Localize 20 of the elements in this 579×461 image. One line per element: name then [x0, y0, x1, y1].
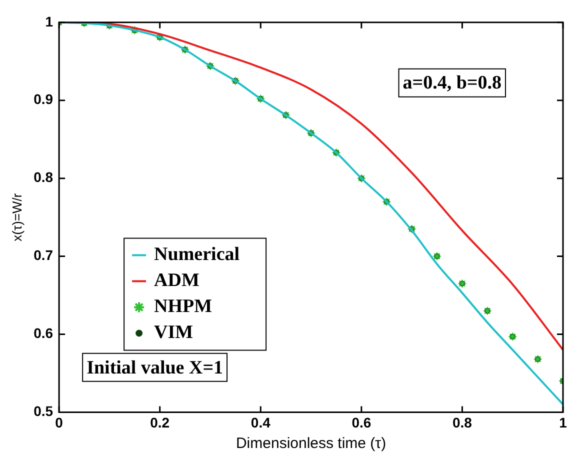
y-tick-label: 0.8: [34, 169, 54, 186]
x-tick-label: 0.2: [150, 414, 170, 430]
legend-label: NHPM: [154, 296, 212, 318]
y-tick-label: 1: [45, 13, 54, 30]
annotation: a=0.4, b=0.8: [402, 72, 502, 94]
y-tick-label: 0.5: [34, 403, 54, 420]
y-tick-label: 0.6: [34, 325, 54, 342]
legend-label: Numerical: [154, 244, 240, 266]
annotation: Initial value X=1: [86, 357, 224, 378]
x-tick-label: 0.6: [352, 414, 372, 430]
x-axis-title: Dimensionless time (τ): [236, 435, 386, 452]
y-tick-label: 0.9: [34, 91, 54, 108]
x-tick-label: 1: [559, 414, 568, 430]
x-tick-label: 0: [55, 414, 64, 430]
x-tick-label: 0.8: [452, 414, 472, 430]
legend-label: VIM: [154, 322, 194, 344]
legend-label: ADM: [154, 270, 200, 292]
x-tick-label: 0.4: [250, 414, 271, 430]
y-tick-label: 0.7: [34, 247, 54, 264]
y-axis-title: x(τ)=W/r: [9, 192, 24, 242]
